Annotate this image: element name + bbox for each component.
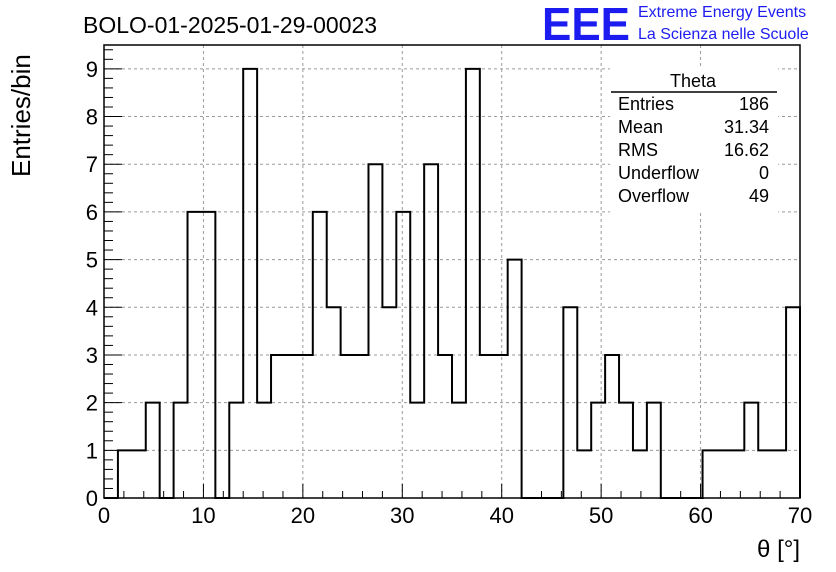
y-tick-label: 7 — [86, 152, 98, 177]
histogram-bin — [424, 164, 438, 498]
histogram-bin — [146, 403, 160, 498]
stats-title: Theta — [670, 71, 717, 91]
histogram-bin — [563, 307, 577, 498]
histogram-bin — [285, 355, 299, 498]
histogram-bin — [438, 355, 452, 498]
histogram-bin — [341, 355, 355, 498]
histogram-bin — [466, 69, 480, 498]
histogram-bin — [647, 403, 661, 498]
stats-box: Theta Entries 186 Mean 31.34 RMS 16.62 U… — [610, 67, 778, 213]
histogram-bin — [591, 403, 605, 498]
y-tick-label: 3 — [86, 343, 98, 368]
histogram-bin — [313, 212, 327, 498]
histogram-bin — [118, 450, 132, 498]
histogram-bin — [257, 403, 271, 498]
histogram-bin — [243, 69, 257, 498]
x-tick-label: 20 — [291, 503, 315, 528]
histogram-bin — [744, 403, 758, 498]
histogram-bin — [758, 450, 772, 498]
x-tick-label: 60 — [688, 503, 712, 528]
y-tick-label: 5 — [86, 248, 98, 273]
histogram-bin — [730, 450, 744, 498]
stats-label-mean: Mean — [618, 117, 663, 137]
x-tick-label: 40 — [489, 503, 513, 528]
y-tick-label: 0 — [86, 486, 98, 511]
y-tick-label: 2 — [86, 391, 98, 416]
histogram-bin — [577, 450, 591, 498]
y-tick-label: 1 — [86, 438, 98, 463]
histogram-bin — [174, 403, 188, 498]
histogram-bin — [605, 355, 619, 498]
y-tick-label: 4 — [86, 295, 98, 320]
logo-line1: Extreme Energy Events — [638, 4, 806, 21]
stats-label-overflow: Overflow — [618, 186, 690, 206]
histogram-bin — [772, 450, 786, 498]
histogram-bin — [716, 450, 730, 498]
plot-frame — [103, 44, 801, 499]
x-tick-label: 0 — [98, 503, 110, 528]
y-tick-label: 9 — [86, 57, 98, 82]
histogram-bin — [396, 212, 410, 498]
axes: 0 10 20 30 40 50 60 70 0 1 2 3 4 5 6 7 8 9 — [86, 49, 812, 528]
logo-line2: La Scienza nelle Scuole — [638, 26, 809, 43]
histogram-bin — [382, 307, 396, 498]
histogram-bin — [327, 307, 341, 498]
stats-value-underflow: 0 — [759, 163, 769, 183]
stats-value-overflow: 49 — [749, 186, 769, 206]
x-axis-label: θ [°] — [757, 536, 800, 563]
logo-mark: EEE — [542, 0, 630, 50]
y-axis-label: Entries/bin — [6, 54, 36, 177]
x-tick-label: 30 — [390, 503, 414, 528]
y-tick-label: 8 — [86, 105, 98, 130]
x-tick-label: 70 — [788, 503, 812, 528]
histogram-bin — [480, 355, 494, 498]
stats-label-entries: Entries — [618, 94, 674, 114]
histogram-bin — [410, 403, 424, 498]
stats-value-mean: 31.34 — [724, 117, 769, 137]
x-tick-label: 50 — [589, 503, 613, 528]
histogram-bin — [452, 403, 466, 498]
eee-logo: EEE Extreme Energy Events La Scienza nel… — [542, 0, 809, 50]
histogram-bin — [703, 450, 717, 498]
histogram-bin — [132, 450, 146, 498]
histogram-bin — [229, 403, 243, 498]
histogram-bin — [508, 260, 522, 498]
histogram-bin — [633, 450, 647, 498]
x-tick-label: 10 — [191, 503, 215, 528]
histogram-bin — [188, 212, 202, 498]
stats-value-entries: 186 — [739, 94, 769, 114]
histogram-bin — [271, 355, 285, 498]
chart-title: BOLO-01-2025-01-29-00023 — [83, 12, 377, 38]
y-tick-label: 6 — [86, 200, 98, 225]
histogram-bin — [355, 355, 369, 498]
histogram-bin — [299, 355, 313, 498]
histogram-bin — [786, 307, 800, 498]
stats-value-rms: 16.62 — [724, 140, 769, 160]
histogram-bin — [494, 355, 508, 498]
histogram-bin — [368, 164, 382, 498]
stats-label-rms: RMS — [618, 140, 658, 160]
stats-label-underflow: Underflow — [618, 163, 700, 183]
histogram-bin — [619, 403, 633, 498]
histogram-bin — [201, 212, 215, 498]
